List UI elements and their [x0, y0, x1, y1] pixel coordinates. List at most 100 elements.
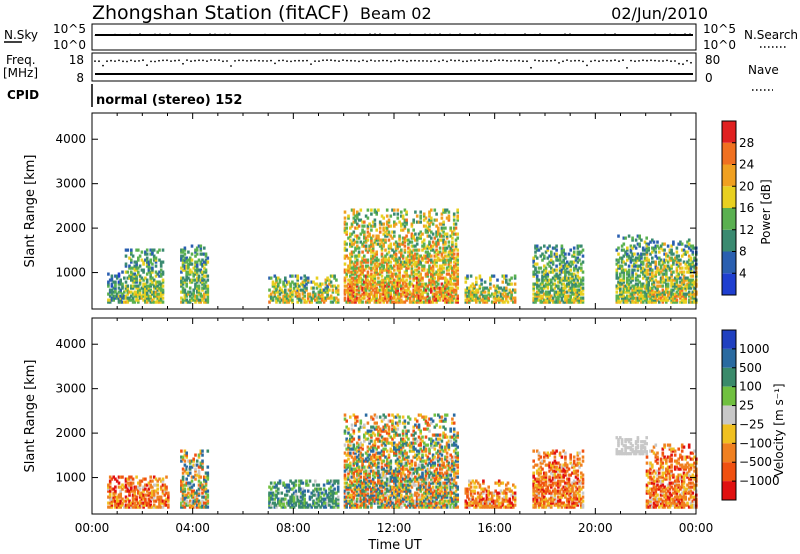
- echo-cell: [119, 280, 122, 284]
- echo-cell: [152, 278, 156, 282]
- echo-cell: [451, 244, 454, 248]
- echo-cell: [126, 503, 130, 507]
- echo-cell: [343, 459, 347, 463]
- echo-cell: [679, 242, 682, 246]
- nave-dot: [110, 59, 112, 62]
- echo-cell: [451, 252, 454, 256]
- echo-cell: [668, 296, 672, 300]
- echo-cell: [314, 487, 317, 491]
- echo-cell: [110, 497, 114, 501]
- echo-cell: [190, 479, 194, 483]
- echo-cell: [356, 262, 359, 266]
- echo-cell: [185, 270, 188, 274]
- echo-cell: [445, 258, 449, 262]
- echo-cell: [328, 282, 331, 286]
- echo-cell: [359, 276, 363, 280]
- ytick-label: 4000: [55, 132, 86, 146]
- echo-cell: [389, 234, 393, 238]
- echo-cell: [181, 485, 185, 489]
- echo-cell: [666, 294, 670, 298]
- echo-cell: [393, 230, 396, 234]
- echo-cell: [534, 254, 537, 258]
- echo-cell: [393, 278, 396, 282]
- echo-cell: [384, 278, 387, 282]
- echo-cell: [366, 264, 370, 268]
- echo-cell: [564, 284, 567, 288]
- echo-cell: [557, 274, 560, 278]
- echo-cell: [370, 284, 373, 288]
- echo-cell: [551, 288, 555, 292]
- echo-cell: [550, 270, 553, 274]
- echo-cell: [680, 282, 684, 286]
- echo-cell: [289, 282, 292, 286]
- echo-cell: [269, 296, 273, 300]
- echo-cell: [658, 284, 661, 288]
- echo-cell: [401, 256, 405, 260]
- echo-cell: [291, 495, 294, 499]
- echo-cell: [555, 258, 558, 262]
- echo-cell: [682, 280, 686, 284]
- echo-cell: [424, 228, 428, 232]
- echo-cell: [292, 505, 296, 509]
- echo-cell: [626, 248, 629, 252]
- echo-cell: [356, 479, 359, 483]
- echo-cell: [324, 296, 328, 300]
- echo-cell: [693, 258, 696, 262]
- nave-dot: [138, 60, 140, 62]
- echo-cell: [567, 262, 571, 266]
- echo-cell: [534, 282, 537, 286]
- echo-cell: [431, 264, 435, 268]
- nave-dot: [450, 59, 452, 61]
- echo-cell: [140, 501, 144, 505]
- echo-cell: [550, 280, 553, 284]
- echo-cell: [478, 286, 482, 290]
- echo-cell: [550, 284, 553, 288]
- echo-cell: [195, 503, 199, 507]
- echo-cell: [163, 499, 167, 503]
- echo-cell: [617, 246, 620, 250]
- echo-cell: [555, 252, 558, 256]
- echo-cell: [555, 296, 558, 300]
- echo-cell: [539, 296, 543, 300]
- nave-dot: [378, 60, 380, 62]
- echo-cell: [368, 280, 371, 284]
- echo-cell: [451, 254, 454, 258]
- echo-cell: [142, 503, 145, 507]
- echo-cell: [385, 276, 389, 280]
- echo-cell: [354, 485, 357, 489]
- echo-cell: [422, 238, 426, 242]
- echo-cell: [190, 262, 194, 266]
- echo-cell: [430, 288, 433, 292]
- echo-cell: [682, 292, 686, 296]
- echo-cell: [354, 467, 357, 471]
- echo-cell: [684, 266, 687, 270]
- echo-cell: [194, 272, 197, 276]
- echo-cell: [314, 294, 317, 298]
- echo-cell: [428, 278, 431, 282]
- echo-cell: [352, 230, 356, 234]
- nave-dot: [306, 59, 308, 62]
- nave-dot: [274, 62, 276, 65]
- echo-cell: [535, 248, 539, 252]
- echo-cell: [645, 268, 649, 272]
- cpid-text: normal (stereo) 152: [96, 93, 242, 108]
- echo-cell: [117, 300, 121, 304]
- echo-cell: [452, 252, 456, 256]
- echo-cell: [329, 296, 333, 300]
- echo-cell: [287, 294, 291, 298]
- echo-cell: [384, 258, 387, 262]
- echo-cell: [451, 256, 454, 260]
- echo-cell: [201, 276, 204, 280]
- echo-cell: [165, 497, 168, 501]
- echo-cell: [565, 284, 569, 288]
- echo-cell: [647, 300, 650, 304]
- echo-cell: [152, 284, 156, 288]
- echo-cell: [350, 455, 354, 459]
- echo-cell: [158, 503, 161, 507]
- echo-cell: [329, 479, 333, 483]
- echo-cell: [366, 286, 370, 290]
- echo-cell: [145, 272, 149, 276]
- echo-cell: [537, 292, 541, 296]
- echo-cell: [691, 290, 695, 294]
- echo-cell: [373, 218, 377, 222]
